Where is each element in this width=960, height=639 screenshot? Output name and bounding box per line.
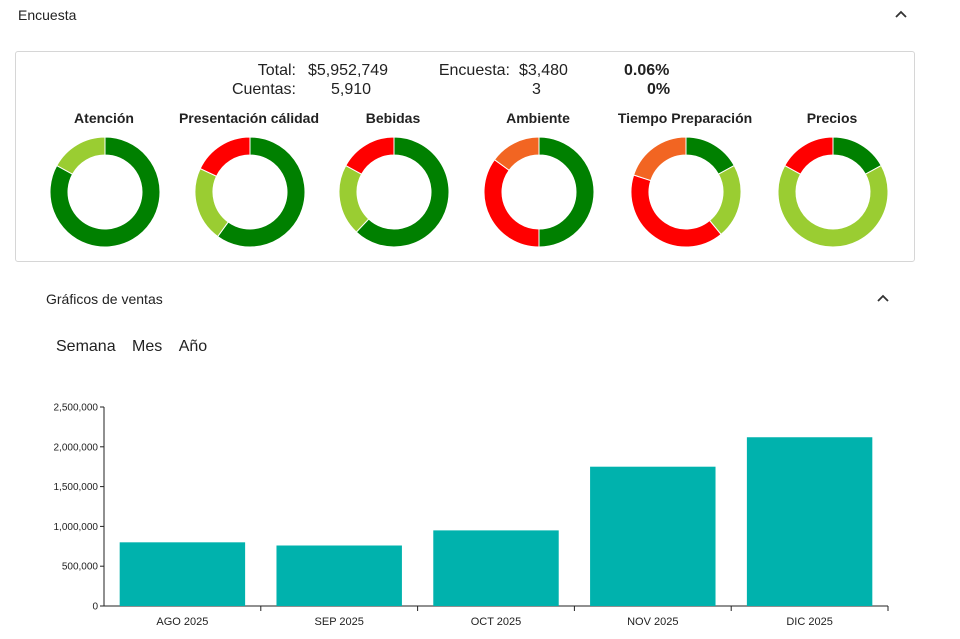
donut-title: Tiempo Preparación bbox=[617, 110, 753, 126]
tab-ano[interactable]: Año bbox=[178, 338, 208, 355]
ventas-section-header[interactable]: Gráficos de ventas bbox=[0, 283, 920, 313]
x-tick-label: OCT 2025 bbox=[471, 616, 522, 628]
donut-segment bbox=[56, 136, 106, 175]
x-tick-label: NOV 2025 bbox=[627, 616, 678, 628]
donut-segment bbox=[777, 164, 889, 248]
period-tabs: Semana Mes Año bbox=[56, 338, 219, 356]
y-tick-label: 0 bbox=[92, 602, 98, 613]
encuesta-value: $3,480 bbox=[519, 62, 568, 79]
donut-segment bbox=[538, 136, 595, 248]
donut-segment bbox=[194, 167, 229, 238]
chevron-up-icon[interactable] bbox=[893, 6, 909, 22]
encuesta-percent-amount: 0.06% bbox=[624, 62, 670, 79]
donut-chart bbox=[49, 136, 161, 248]
cuentas-value: 5,910 bbox=[331, 81, 372, 98]
encuesta-section-header[interactable]: Encuesta bbox=[0, 0, 920, 30]
donut-segment bbox=[345, 136, 395, 175]
donut-segment bbox=[784, 136, 834, 175]
donut-atencion: Atención bbox=[31, 110, 177, 260]
donut-chart bbox=[194, 136, 306, 248]
donut-segment bbox=[216, 136, 306, 248]
total-value: $5,952,749 bbox=[308, 62, 389, 79]
bar bbox=[746, 437, 873, 606]
bar bbox=[590, 466, 716, 606]
encuesta-section-title: Encuesta bbox=[18, 7, 77, 23]
bar bbox=[433, 530, 559, 606]
donut-chart bbox=[483, 136, 595, 248]
tab-semana[interactable]: Semana bbox=[56, 338, 116, 355]
ventas-section-title: Gráficos de ventas bbox=[46, 291, 163, 307]
donut-presentacion-calidad: Presentación cálidad bbox=[176, 110, 322, 260]
donut-segment bbox=[338, 164, 370, 233]
donut-segment bbox=[199, 136, 251, 177]
y-tick-label: 1,000,000 bbox=[54, 522, 99, 533]
donut-segment bbox=[708, 164, 742, 236]
donut-title: Bebidas bbox=[365, 110, 421, 126]
donut-chart bbox=[630, 136, 742, 248]
donut-title: Ambiente bbox=[506, 110, 570, 126]
x-tick-label: DIC 2025 bbox=[786, 616, 832, 628]
y-tick-label: 1,500,000 bbox=[54, 482, 99, 493]
donut-segment bbox=[685, 136, 735, 175]
y-tick-label: 500,000 bbox=[62, 562, 99, 573]
donut-bebidas: Bebidas bbox=[320, 110, 466, 260]
donut-precios: Precios bbox=[759, 110, 905, 260]
donut-segment bbox=[49, 136, 161, 248]
bar bbox=[276, 545, 402, 606]
cuentas-label: Cuentas: bbox=[231, 81, 296, 98]
y-tick-label: 2,500,000 bbox=[54, 403, 99, 414]
encuesta-label: Encuesta: bbox=[438, 62, 510, 79]
tab-mes[interactable]: Mes bbox=[132, 338, 163, 355]
donut-chart bbox=[777, 136, 889, 248]
encuesta-card: Total: $5,952,749 Cuentas: 5,910 Encuest… bbox=[15, 51, 915, 262]
donut-title: Precios bbox=[806, 110, 858, 126]
y-tick-label: 2,000,000 bbox=[54, 442, 99, 453]
donut-segment bbox=[633, 136, 687, 182]
x-tick-label: SEP 2025 bbox=[315, 616, 364, 628]
donut-segment bbox=[483, 158, 540, 248]
chevron-up-icon[interactable] bbox=[875, 290, 891, 306]
donut-title: Atención bbox=[74, 110, 134, 126]
bar bbox=[119, 542, 246, 606]
donut-segment bbox=[355, 136, 450, 248]
donut-tiempo-preparacion: Tiempo Preparación bbox=[612, 110, 758, 260]
donut-ambiente: Ambiente bbox=[465, 110, 611, 260]
encuesta-percent-count: 0% bbox=[647, 81, 671, 98]
donut-segment bbox=[630, 174, 722, 248]
total-label: Total: bbox=[257, 62, 296, 79]
encuesta-count: 3 bbox=[532, 81, 541, 98]
sales-bar-chart: 0 500,000 1,000,000 1,500,000 2,000,000 2,500… bbox=[54, 403, 889, 628]
donut-title: Presentación cálidad bbox=[178, 110, 320, 126]
donut-chart bbox=[338, 136, 450, 248]
donut-segment bbox=[832, 136, 882, 175]
x-tick-label: AGO 2025 bbox=[156, 616, 208, 628]
donut-segment bbox=[493, 136, 540, 171]
